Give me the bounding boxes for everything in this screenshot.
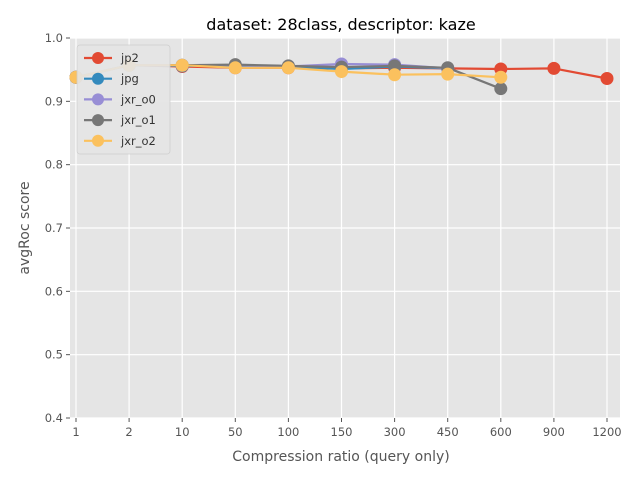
legend-marker [92,134,104,147]
x-tick-label: 10 [175,425,190,439]
y-tick-labels: 0.4 0.5 0.6 0.7 0.8 0.9 1.0 [45,31,70,425]
legend-box [76,44,171,155]
y-tick-label: 0.6 [45,284,63,298]
data-point [547,61,561,75]
y-axis-label: avgRoc score [17,181,33,274]
legend-label: jxr_o1 [120,113,156,127]
y-tick-label: 0.9 [45,94,63,108]
legend-label: jpg [120,72,139,86]
data-point [600,72,614,86]
data-point [335,65,348,79]
y-tick-label: 1.0 [45,31,63,45]
legend-item-jxr_o1: jxr_o1 [84,113,156,127]
legend-label: jxr_o0 [120,92,156,106]
data-point [441,67,455,81]
data-point [281,61,295,75]
legend-item-jp2: jp2 [84,51,139,65]
data-point [388,68,402,82]
chart-title: dataset: 28class, descriptor: kaze [206,15,475,34]
grid-lines [70,37,620,419]
x-tick-label: 1200 [592,425,621,439]
legend-marker [92,114,104,127]
legend-marker [92,72,104,85]
legend-item-jpg: jpg [84,72,139,86]
x-tick-label: 600 [490,425,512,439]
data-point [228,61,242,75]
x-tick-label: 300 [384,425,406,439]
legend: jp2 jpg jxr_o0 jxr_o1 jxr_o2 [76,44,171,155]
legend-marker [92,93,104,106]
y-tick-label: 0.7 [45,221,63,235]
x-tick-label: 50 [228,425,243,439]
data-point [494,82,508,96]
y-tick-label: 0.5 [45,348,63,362]
x-tick-label: 1 [72,425,79,439]
data-point [494,70,508,84]
y-tick-label: 0.8 [45,158,63,172]
x-tick-label: 900 [543,425,565,439]
x-tick-labels: 1 2 10 50 100 150 300 450 600 900 1200 [72,418,622,439]
data-point [175,58,189,72]
x-tick-label: 150 [331,425,353,439]
y-tick-label: 0.4 [45,411,63,425]
x-tick-label: 2 [125,425,132,439]
legend-item-jxr_o2: jxr_o2 [84,134,156,148]
legend-label: jp2 [120,51,139,65]
legend-label: jxr_o2 [120,134,156,148]
legend-item-jxr_o0: jxr_o0 [84,92,156,106]
legend-marker [92,52,104,64]
x-tick-label: 450 [437,425,459,439]
x-tick-label: 100 [277,425,299,439]
x-axis-label: Compression ratio (query only) [232,449,449,465]
